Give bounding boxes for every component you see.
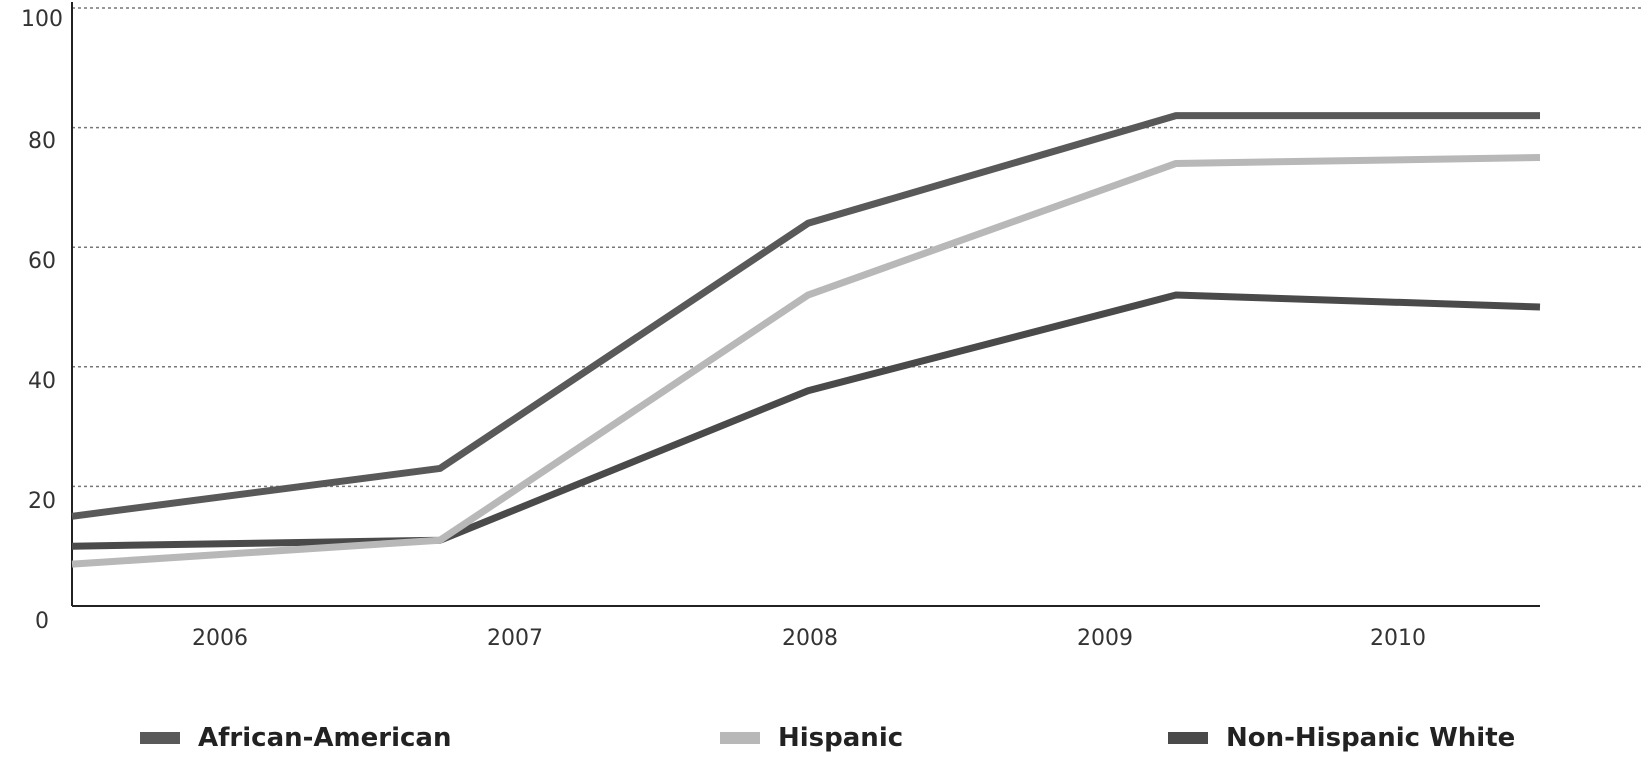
- y-tick-label-60: 60: [28, 249, 56, 274]
- legend-item-african-american: African-American: [140, 718, 451, 758]
- y-tick-label-80: 80: [28, 129, 56, 154]
- x-tick-label-2008: 2008: [782, 626, 838, 651]
- legend: African-American Hispanic Non-Hispanic W…: [0, 718, 1644, 758]
- legend-label-african-american: African-American: [198, 723, 452, 753]
- legend-swatch-non-hispanic-white: [1168, 732, 1208, 744]
- x-tick-label-2009: 2009: [1077, 626, 1133, 651]
- series-line-african-american: [71, 112, 1540, 520]
- series-lines: [71, 112, 1541, 568]
- x-tick-label-2006: 2006: [192, 626, 248, 651]
- legend-label-non-hispanic-white: Non-Hispanic White: [1226, 723, 1516, 753]
- y-tick-label-20: 20: [28, 489, 56, 514]
- x-tick-labels: 2006 2007 2008 2009 2010: [192, 626, 1426, 651]
- legend-swatch-african-american: [140, 732, 180, 744]
- x-tick-label-2007: 2007: [487, 626, 543, 651]
- axes: [71, 2, 1540, 607]
- legend-swatch-hispanic: [720, 732, 760, 744]
- y-tick-label-40: 40: [28, 369, 56, 394]
- gridlines: [72, 7, 1644, 488]
- legend-label-hispanic: Hispanic: [778, 723, 904, 753]
- legend-item-non-hispanic-white: Non-Hispanic White: [1168, 718, 1515, 758]
- y-tick-labels: 0 20 40 60 80 100: [21, 7, 63, 634]
- x-tick-label-2010: 2010: [1370, 626, 1426, 651]
- y-tick-label-0: 0: [35, 609, 49, 634]
- series-line-non-hispanic-white: [71, 291, 1541, 550]
- y-tick-label-100: 100: [21, 7, 63, 32]
- legend-item-hispanic: Hispanic: [720, 718, 903, 758]
- series-line-hispanic: [71, 154, 1541, 568]
